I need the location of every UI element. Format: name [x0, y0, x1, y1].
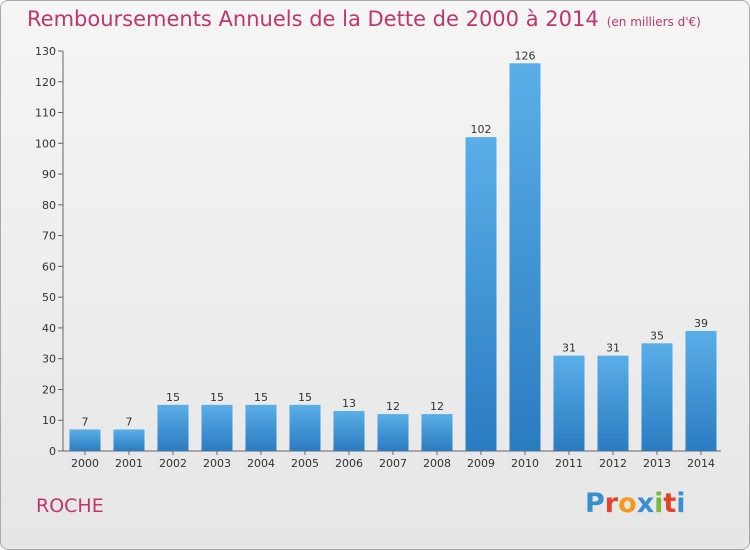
bar — [641, 343, 673, 451]
y-tick-label: 50 — [42, 291, 56, 304]
bar — [201, 404, 233, 451]
y-tick-label: 100 — [35, 137, 56, 150]
bar-value-label: 12 — [430, 400, 444, 413]
y-tick-label: 10 — [42, 414, 56, 427]
bar-value-label: 15 — [166, 391, 180, 404]
x-tick-label: 2013 — [643, 457, 671, 470]
bar-value-label: 15 — [254, 391, 268, 404]
bar-value-label: 39 — [694, 317, 708, 330]
bar-value-label: 102 — [471, 123, 492, 136]
x-tick-label: 2014 — [687, 457, 715, 470]
x-tick-label: 2011 — [555, 457, 583, 470]
y-tick-label: 40 — [42, 322, 56, 335]
y-tick-label: 130 — [35, 45, 56, 58]
x-tick-label: 2002 — [159, 457, 187, 470]
bar-value-label: 31 — [562, 342, 576, 355]
y-tick-label: 110 — [35, 107, 56, 120]
bar-value-label: 15 — [298, 391, 312, 404]
bar-value-label: 7 — [82, 415, 89, 428]
chart-axes: 0 10 20 30 40 50 60 70 80 90 100 110 120 130 2000 2001 2… — [35, 45, 721, 470]
logo-letter: t — [663, 488, 677, 519]
x-tick-label: 2007 — [379, 457, 407, 470]
bar — [69, 429, 101, 451]
proxiti-logo: Proxiti — [585, 488, 686, 519]
x-tick-label: 2001 — [115, 457, 143, 470]
bar-value-label: 31 — [606, 342, 620, 355]
bar — [685, 331, 717, 451]
logo-letter: i — [654, 488, 664, 519]
chart-title: Remboursements Annuels de la Dette de 20… — [27, 7, 701, 31]
y-tick-label: 60 — [42, 260, 56, 273]
bar — [113, 429, 145, 451]
x-tick-label: 2006 — [335, 457, 363, 470]
bar-value-label: 13 — [342, 397, 356, 410]
y-tick-label: 30 — [42, 353, 56, 366]
bar — [553, 355, 585, 451]
x-tick-label: 2005 — [291, 457, 319, 470]
chart-title-text: Remboursements Annuels de la Dette de 20… — [27, 7, 599, 31]
logo-letter: o — [618, 488, 637, 519]
bar-value-label: 15 — [210, 391, 224, 404]
bar — [157, 404, 189, 451]
y-tick-label: 0 — [49, 445, 56, 458]
y-tick-label: 120 — [35, 76, 56, 89]
bar — [509, 63, 541, 452]
commune-name: ROCHE — [36, 495, 104, 517]
y-tick-label: 70 — [42, 230, 56, 243]
bar-value-label: 7 — [126, 415, 133, 428]
logo-letter: x — [636, 488, 655, 519]
bar — [289, 404, 321, 451]
x-tick-label: 2000 — [71, 457, 99, 470]
logo-letter: r — [604, 488, 619, 519]
bar — [421, 414, 453, 451]
chart-bars: 7 7 15 15 15 15 13 12 12 102 126 31 31 35 39 — [69, 49, 717, 452]
bar — [333, 411, 365, 451]
bar — [597, 355, 629, 451]
x-tick-label: 2012 — [599, 457, 627, 470]
logo-letter: i — [676, 488, 686, 519]
bar-value-label: 12 — [386, 400, 400, 413]
x-tick-label: 2009 — [467, 457, 495, 470]
x-tick-label: 2003 — [203, 457, 231, 470]
x-tick-label: 2010 — [511, 457, 539, 470]
chart-unit: (en milliers d'€) — [606, 15, 701, 29]
bar-value-label: 126 — [515, 49, 536, 62]
bar — [465, 137, 497, 451]
y-tick-label: 20 — [42, 383, 56, 396]
logo-letter: P — [585, 488, 605, 519]
y-tick-label: 80 — [42, 199, 56, 212]
y-tick-label: 90 — [42, 168, 56, 181]
bar — [245, 404, 277, 451]
bar-value-label: 35 — [650, 329, 664, 342]
bar — [377, 414, 409, 451]
x-tick-label: 2004 — [247, 457, 275, 470]
x-tick-label: 2008 — [423, 457, 451, 470]
